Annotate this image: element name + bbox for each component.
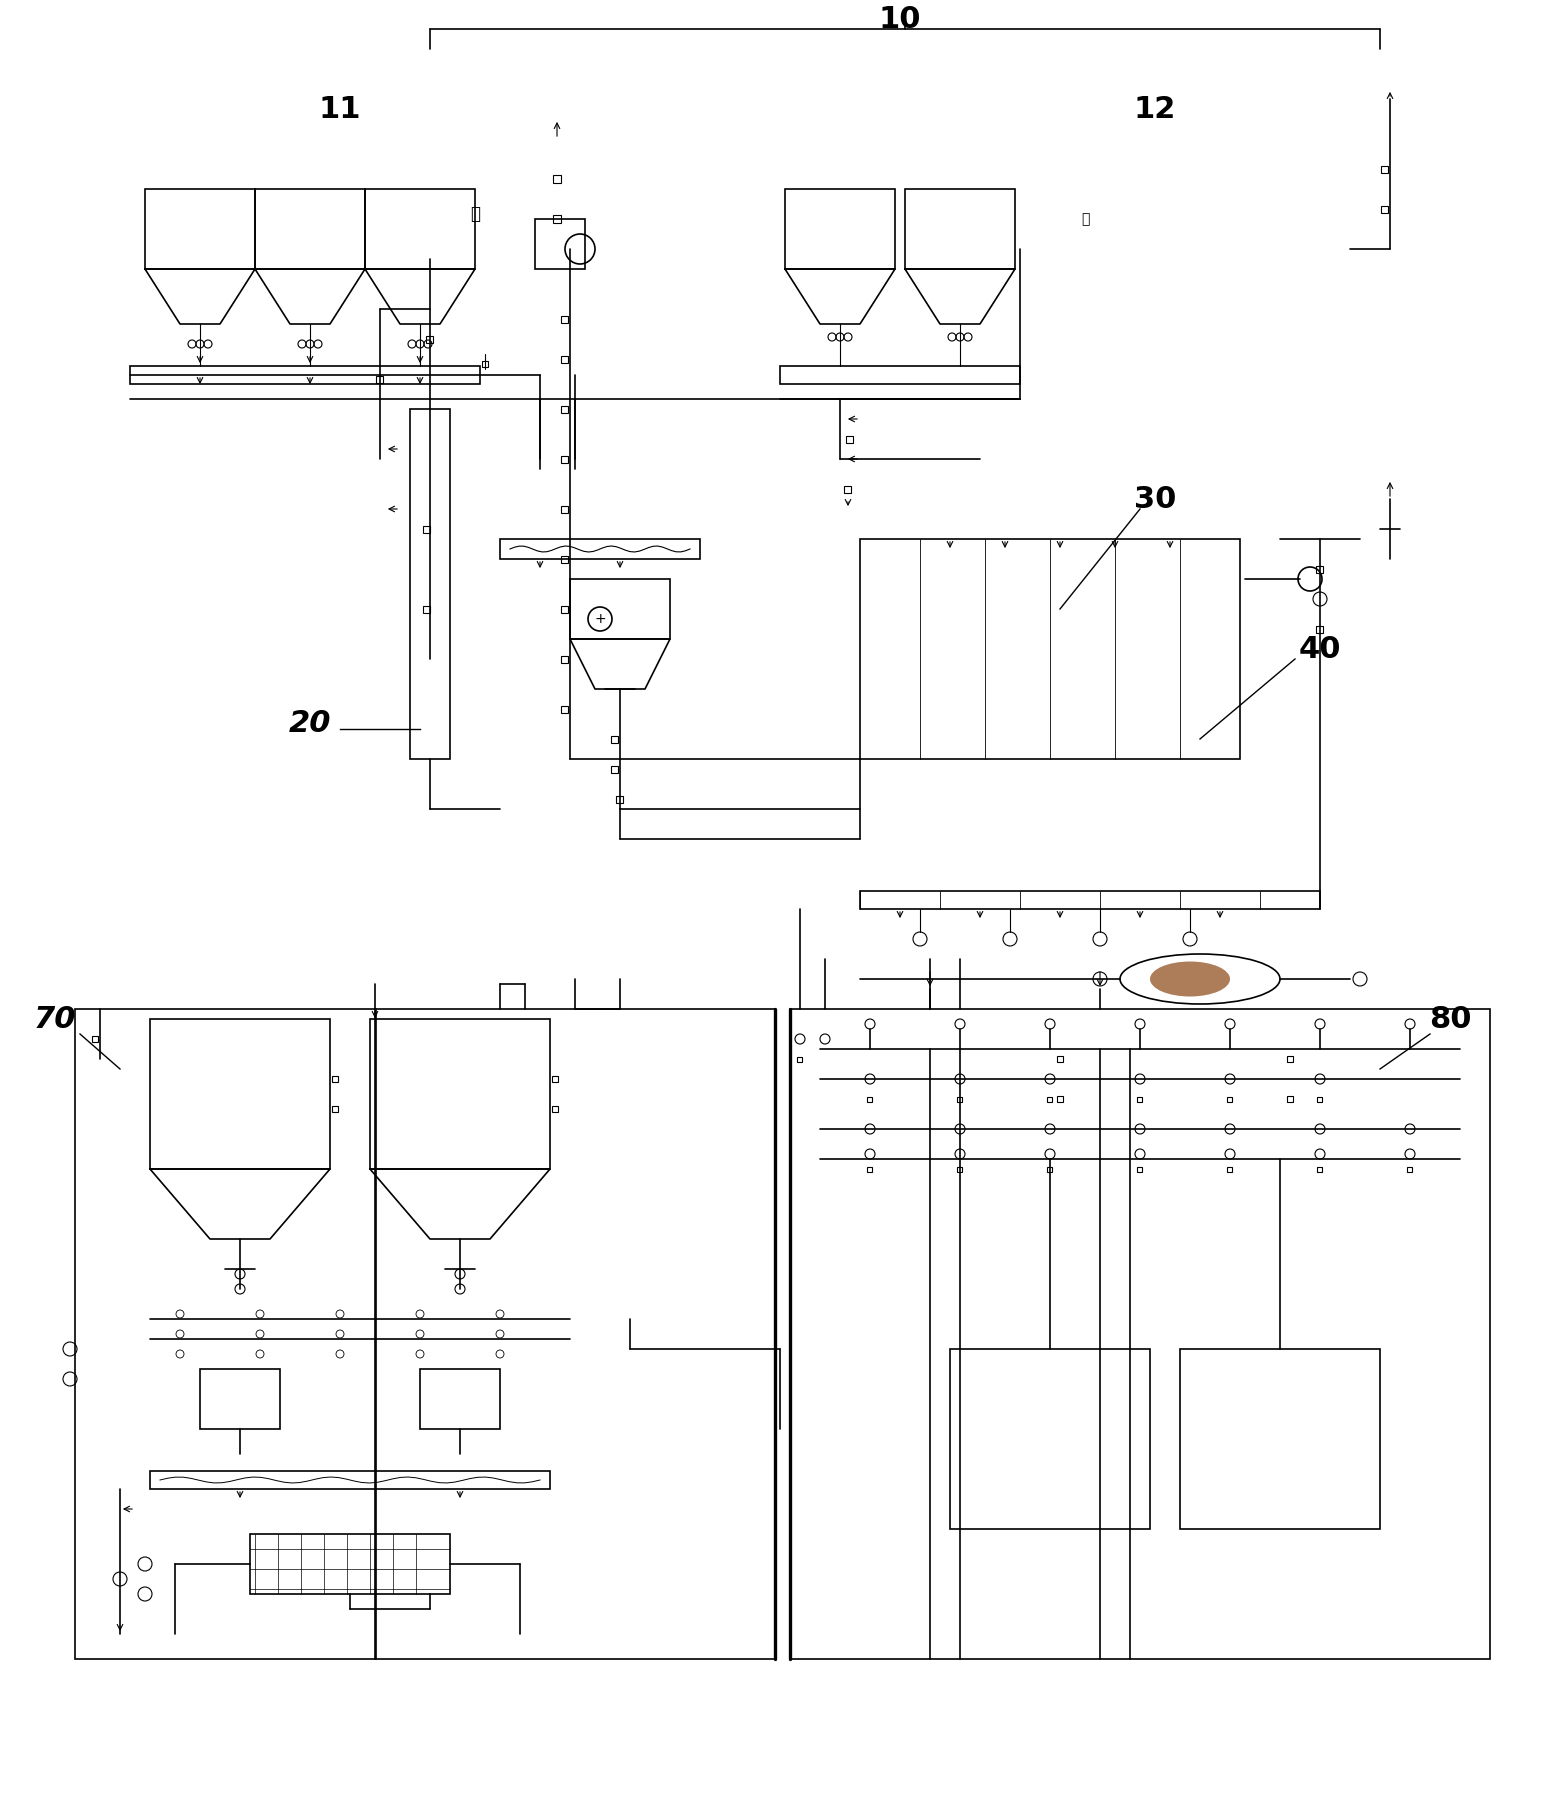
Bar	[1316, 566, 1324, 572]
Bar	[562, 315, 568, 322]
Bar	[500, 539, 699, 559]
Bar	[562, 405, 568, 412]
Bar	[1180, 1350, 1380, 1529]
Bar	[957, 1167, 963, 1172]
Bar	[200, 1369, 279, 1429]
Bar	[562, 555, 568, 563]
Bar	[1286, 1056, 1293, 1062]
Bar	[562, 356, 568, 362]
Ellipse shape	[1150, 962, 1230, 997]
Bar	[860, 892, 1321, 908]
Bar	[75, 1009, 774, 1659]
Bar	[145, 188, 254, 270]
Bar	[411, 409, 450, 760]
Bar	[1138, 1167, 1143, 1172]
Bar	[376, 376, 384, 382]
Bar	[332, 1105, 339, 1113]
Bar	[612, 765, 618, 772]
Bar	[562, 606, 568, 613]
Text: 80: 80	[1428, 1004, 1472, 1033]
Bar	[1057, 1096, 1063, 1102]
Bar	[868, 1096, 873, 1102]
Bar	[420, 1369, 500, 1429]
Bar	[254, 188, 365, 270]
Bar	[905, 188, 1015, 270]
Bar	[332, 1076, 339, 1082]
Bar	[92, 1037, 98, 1042]
Bar	[423, 525, 431, 532]
Bar	[426, 335, 434, 342]
Bar	[562, 655, 568, 662]
Bar	[535, 219, 585, 270]
Bar	[612, 736, 618, 742]
Bar	[845, 485, 851, 492]
Bar	[1381, 206, 1388, 212]
Text: 🚛: 🚛	[1080, 212, 1090, 226]
Text: 11: 11	[318, 94, 361, 123]
Bar	[250, 1534, 450, 1594]
Bar	[1317, 1096, 1322, 1102]
Bar	[562, 456, 568, 463]
Bar	[1316, 626, 1324, 633]
Bar	[785, 188, 894, 270]
Bar	[365, 188, 475, 270]
Text: 30: 30	[1133, 485, 1175, 514]
Bar	[553, 175, 560, 183]
Bar	[562, 706, 568, 713]
Bar	[1227, 1096, 1233, 1102]
Bar	[150, 1018, 329, 1169]
Bar	[1057, 1056, 1063, 1062]
Bar	[790, 1009, 1491, 1659]
Bar	[370, 1018, 549, 1169]
Bar	[562, 505, 568, 512]
Bar	[957, 1096, 963, 1102]
Bar	[482, 362, 489, 367]
Bar	[1138, 1096, 1143, 1102]
Bar	[1408, 1167, 1413, 1172]
Bar	[423, 606, 431, 613]
Text: 20: 20	[289, 709, 331, 738]
Bar	[1381, 165, 1388, 172]
Text: 40: 40	[1299, 635, 1341, 664]
Bar	[570, 579, 670, 639]
Bar	[1047, 1167, 1052, 1172]
Text: 70: 70	[34, 1004, 76, 1033]
Bar	[1227, 1167, 1233, 1172]
Text: 10: 10	[879, 4, 921, 34]
Bar	[1047, 1096, 1052, 1102]
Bar	[553, 1105, 557, 1113]
Bar	[951, 1350, 1150, 1529]
Text: 12: 12	[1133, 94, 1175, 123]
Bar	[798, 1056, 802, 1062]
Bar	[846, 436, 854, 443]
Bar	[1286, 1096, 1293, 1102]
Bar	[150, 1471, 549, 1489]
Text: 🚛: 🚛	[470, 204, 479, 223]
Bar	[780, 365, 1019, 384]
Bar	[553, 1076, 557, 1082]
Bar	[617, 796, 623, 803]
Bar	[1317, 1167, 1322, 1172]
Bar	[868, 1167, 873, 1172]
Bar	[553, 215, 560, 223]
Bar	[860, 539, 1239, 760]
Bar	[130, 365, 479, 384]
Text: +: +	[595, 611, 606, 626]
